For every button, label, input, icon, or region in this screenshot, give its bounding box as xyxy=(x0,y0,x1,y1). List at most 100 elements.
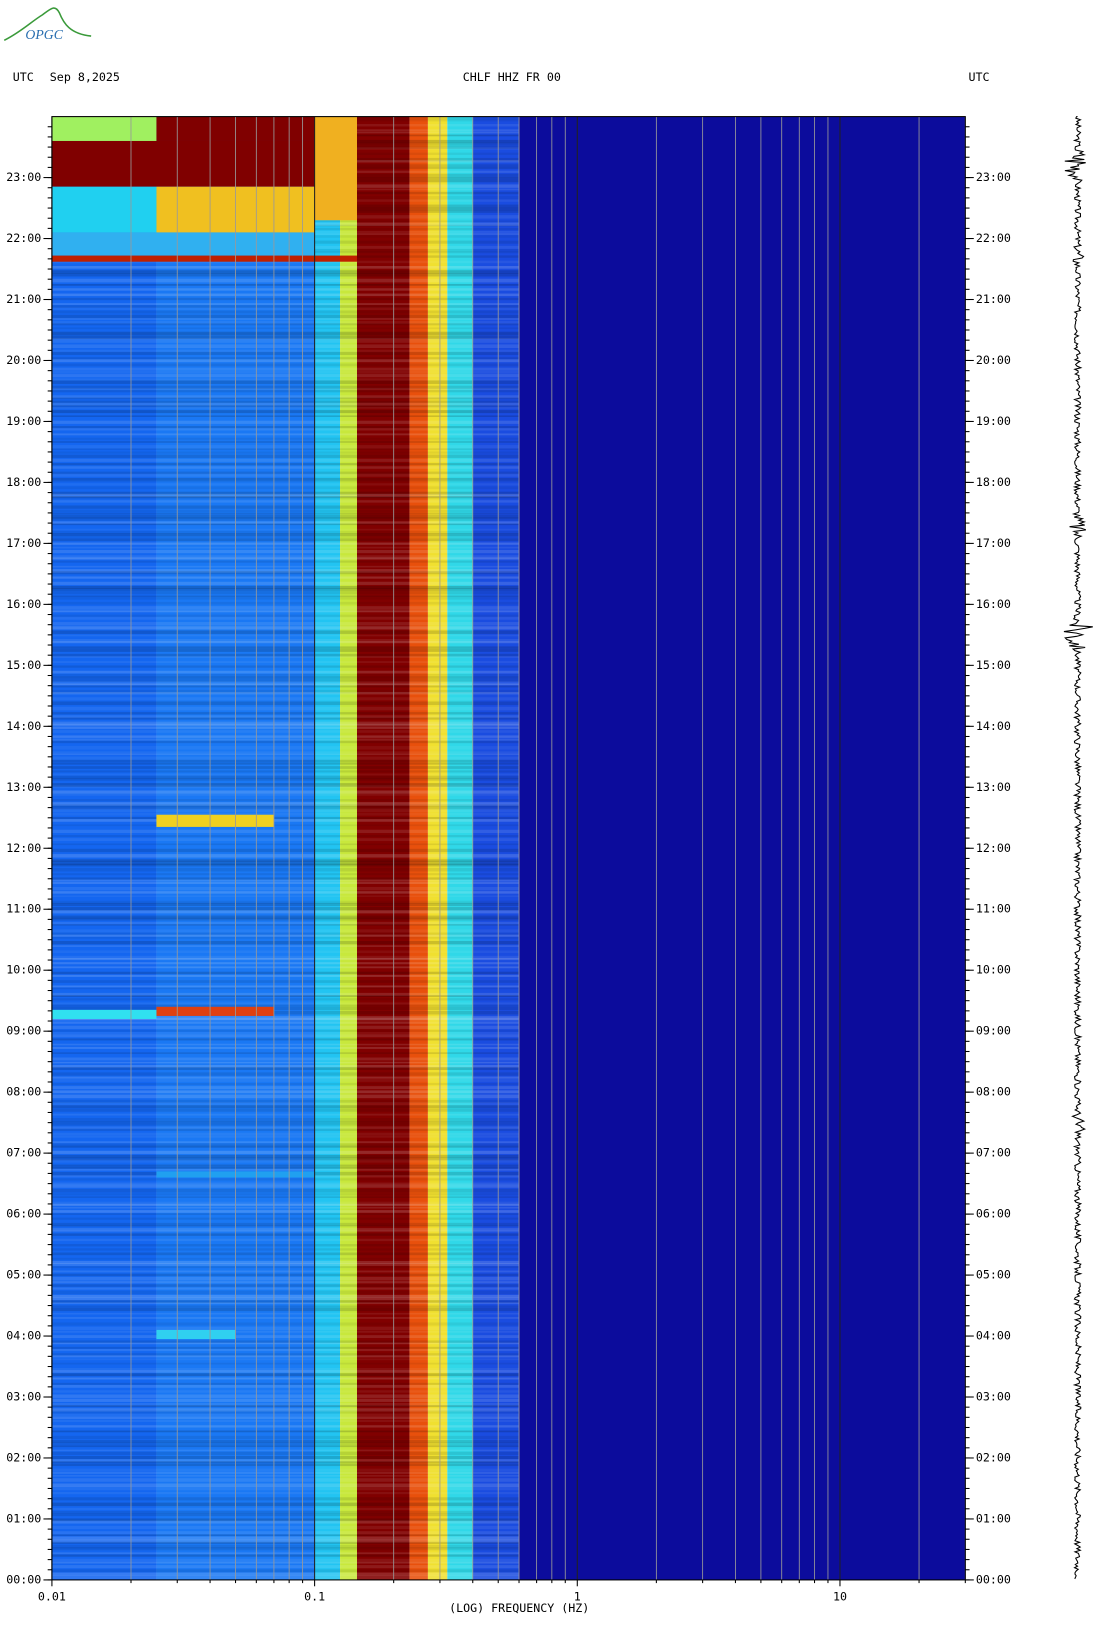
texture-stripe xyxy=(51,932,520,936)
spectrum-band xyxy=(472,116,520,1580)
texture-stripe xyxy=(51,260,520,264)
texture-stripe xyxy=(51,576,520,579)
texture-stripe xyxy=(51,546,520,549)
texture-stripe xyxy=(51,340,520,343)
texture-stripe xyxy=(51,581,520,585)
texture-stripe xyxy=(51,284,520,286)
texture-stripe xyxy=(51,1297,520,1301)
texture-stripe xyxy=(51,1121,520,1125)
logo-curve xyxy=(3,7,92,42)
texture-stripe xyxy=(51,385,520,390)
y-tick-label-left: 06:00 xyxy=(6,1207,41,1221)
texture-stripe xyxy=(51,305,520,308)
texture-stripe xyxy=(51,812,520,816)
texture-stripe xyxy=(51,934,520,937)
texture-stripe xyxy=(51,1222,520,1226)
texture-stripe xyxy=(51,1270,520,1273)
y-tick-label-left: 10:00 xyxy=(6,963,41,977)
texture-stripe xyxy=(51,426,520,429)
y-tick-label-left: 17:00 xyxy=(6,536,41,550)
texture-stripe xyxy=(51,528,520,531)
event-patch xyxy=(314,116,357,221)
y-tick-label-left: 08:00 xyxy=(6,1085,41,1099)
event-patch xyxy=(51,232,315,256)
texture-stripe xyxy=(51,829,520,834)
texture-stripe xyxy=(51,1346,520,1349)
texture-stripe xyxy=(51,1536,520,1541)
texture-stripe xyxy=(51,1468,520,1472)
y-tick-label-right: 18:00 xyxy=(976,475,1011,489)
texture-stripe xyxy=(51,610,520,613)
texture-stripe xyxy=(51,1029,520,1032)
texture-stripe xyxy=(51,1135,520,1138)
texture-stripe xyxy=(51,335,520,340)
spectrum-band xyxy=(340,116,357,1580)
texture-stripe xyxy=(51,323,520,326)
texture-stripe xyxy=(51,689,520,694)
texture-stripe xyxy=(51,873,520,876)
texture-stripe xyxy=(51,1348,520,1352)
y-tick-label-left: 21:00 xyxy=(6,292,41,306)
y-tick-label-right: 11:00 xyxy=(976,902,1011,916)
texture-stripe xyxy=(51,910,520,914)
texture-stripe xyxy=(51,402,520,406)
texture-stripe xyxy=(51,278,520,283)
x-tick-label: 1 xyxy=(574,1589,581,1603)
texture-stripe xyxy=(51,648,520,652)
texture-stripe xyxy=(51,1252,520,1256)
texture-stripe xyxy=(51,641,520,644)
texture-stripe xyxy=(51,1086,520,1090)
texture-stripe xyxy=(51,1449,520,1452)
texture-stripe xyxy=(51,759,520,763)
texture-stripe xyxy=(51,762,520,765)
texture-stripe xyxy=(51,683,520,686)
texture-stripe xyxy=(51,1224,520,1227)
texture-stripe xyxy=(51,1330,520,1333)
texture-stripe xyxy=(51,995,520,997)
logo: OPGC xyxy=(25,27,63,42)
texture-stripe xyxy=(51,1342,520,1345)
texture-stripe xyxy=(51,915,520,919)
texture-stripe xyxy=(51,1478,520,1482)
texture-stripe xyxy=(51,985,520,988)
texture-stripe xyxy=(51,706,520,711)
texture-stripe xyxy=(51,588,520,591)
texture-stripe xyxy=(51,288,520,291)
texture-stripe xyxy=(51,486,520,490)
texture-stripe xyxy=(51,1362,520,1365)
texture-stripe xyxy=(51,1353,520,1356)
texture-stripe xyxy=(51,665,520,668)
texture-stripe xyxy=(51,1408,520,1412)
texture-stripe xyxy=(51,557,520,560)
y-tick-label-left: 03:00 xyxy=(6,1390,41,1404)
texture-stripe xyxy=(51,1398,520,1402)
y-tick-label-left: 15:00 xyxy=(6,658,41,672)
y-tick-label-right: 20:00 xyxy=(976,353,1011,367)
texture-stripe xyxy=(51,483,520,486)
y-tick-label-right: 09:00 xyxy=(976,1024,1011,1038)
texture-stripe xyxy=(51,1511,520,1514)
texture-stripe xyxy=(51,1067,520,1071)
texture-stripe xyxy=(51,397,520,400)
texture-stripe xyxy=(51,293,520,297)
texture-stripe xyxy=(51,1206,520,1209)
texture-stripe xyxy=(51,756,520,760)
texture-stripe xyxy=(51,907,520,911)
texture-stripe xyxy=(51,433,520,436)
texture-stripe xyxy=(51,1459,520,1462)
y-tick-label-left: 13:00 xyxy=(6,780,41,794)
texture-stripe xyxy=(51,1078,520,1082)
y-tick-label-left: 20:00 xyxy=(6,353,41,367)
y-tick-label-right: 04:00 xyxy=(976,1329,1011,1343)
texture-stripe xyxy=(51,697,520,701)
texture-stripe xyxy=(51,1317,520,1319)
texture-stripe xyxy=(51,1471,520,1474)
texture-stripe xyxy=(51,314,520,319)
texture-stripe xyxy=(51,1217,520,1220)
texture-stripe xyxy=(51,451,520,454)
texture-stripe xyxy=(51,549,520,554)
texture-stripe xyxy=(51,410,520,414)
texture-stripe xyxy=(51,569,520,573)
texture-stripe xyxy=(51,367,520,371)
texture-stripe xyxy=(51,936,520,939)
